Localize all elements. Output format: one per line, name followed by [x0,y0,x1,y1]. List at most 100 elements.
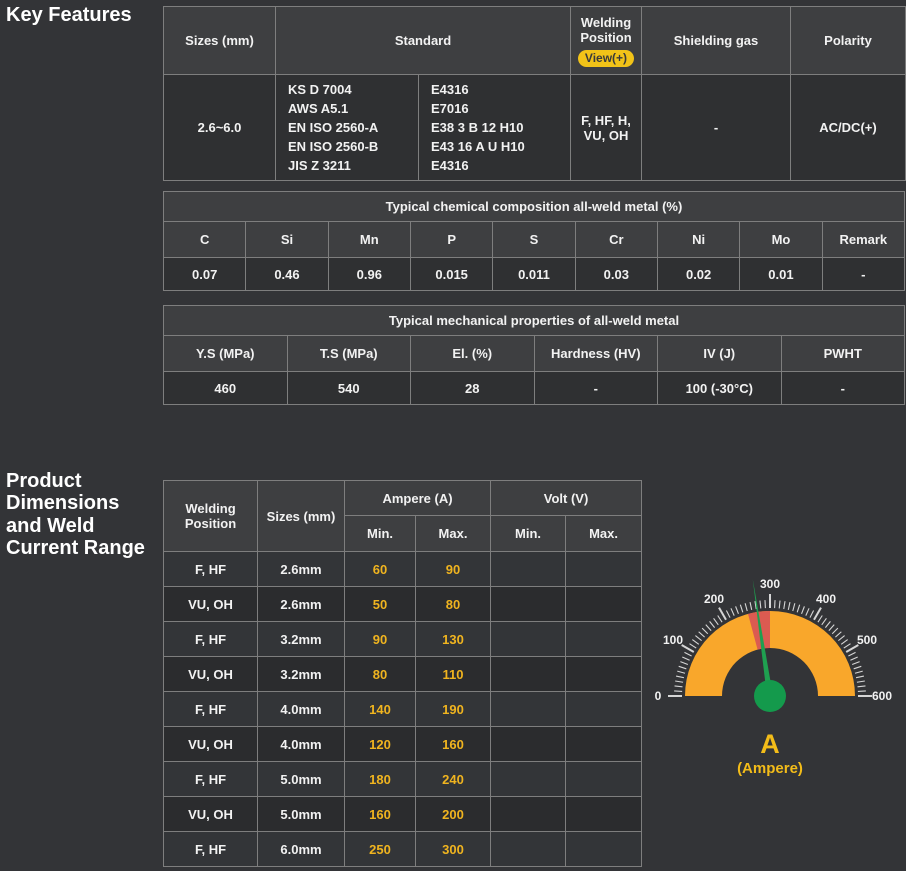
amp-min-cell: 140 [344,691,416,727]
col-remark: Remark [821,221,906,258]
svg-text:100: 100 [663,633,683,647]
col-volt-max: Max. [565,515,643,552]
volt-min-cell [490,796,567,832]
hardness-value: - [533,371,658,405]
amp-min-cell: 250 [344,831,416,867]
table-row: F, HF 3.2mm 90 130 [163,621,643,657]
volt-max-cell [565,586,643,622]
amp-min-cell: 90 [344,621,416,657]
col-standard: Standard [275,6,571,75]
amp-min-cell: 60 [344,551,416,587]
col-s: S [492,221,576,258]
volt-max-cell [565,656,643,692]
sizes-value: 2.6~6.0 [163,74,276,181]
weld-current-range-table: Welding Position Sizes (mm) Ampere (A) V… [163,480,643,867]
mechanical-table-title: Typical mechanical properties of all-wel… [163,305,905,336]
amp-max-cell: 300 [414,831,492,867]
position-cell: VU, OH [163,586,258,622]
ys-value: 460 [163,371,288,405]
welding-position-value: F, HF, H, VU, OH [570,74,642,181]
volt-min-cell [490,726,567,762]
col-ni: Ni [656,221,741,258]
size-cell: 6.0mm [257,831,345,867]
table-row: F, HF 5.0mm 180 240 [163,761,643,797]
s-value: 0.011 [492,257,576,291]
chemical-values-row: 0.07 0.46 0.96 0.015 0.011 0.03 0.02 0.0… [162,257,906,291]
col-hardness: Hardness (HV) [533,335,658,372]
standard-list-right: E4316 E7016 E38 3 B 12 H10 E43 16 A U H1… [418,74,571,181]
mechanical-values-row: 460 540 28 - 100 (-30°C) - [163,371,905,405]
mn-value: 0.96 [327,257,411,291]
table-row: VU, OH 5.0mm 160 200 [163,796,643,832]
mechanical-properties-table: Typical mechanical properties of all-wel… [163,305,905,405]
col-ys: Y.S (MPa) [163,335,288,372]
size-cell: 3.2mm [257,656,345,692]
col-mn: Mn [327,221,411,258]
col-volt-group: Volt (V) [490,480,643,516]
svg-text:0: 0 [655,689,662,703]
shielding-gas-value: - [641,74,791,181]
key-features-table: Sizes (mm) Standard Welding Position Vie… [163,6,906,181]
volt-max-cell [565,726,643,762]
position-cell: VU, OH [163,726,258,762]
volt-max-cell [565,831,643,867]
amp-max-cell: 160 [414,726,492,762]
chemical-composition-table: Typical chemical composition all-weld me… [162,191,906,291]
key-features-row: 2.6~6.0 KS D 7004 AWS A5.1 EN ISO 2560-A… [163,74,906,181]
col-c: C [162,221,247,258]
size-cell: 4.0mm [257,726,345,762]
table-row: F, HF 6.0mm 250 300 [163,831,643,867]
si-value: 0.46 [245,257,329,291]
position-cell: F, HF [163,621,258,657]
table-row: F, HF 4.0mm 140 190 [163,691,643,727]
col-el: El. (%) [410,335,535,372]
size-cell: 4.0mm [257,691,345,727]
volt-min-cell [490,621,567,657]
amp-max-cell: 240 [414,761,492,797]
pwht-value: - [780,371,905,405]
amp-min-cell: 80 [344,656,416,692]
position-cell: F, HF [163,691,258,727]
table-row: VU, OH 2.6mm 50 80 [163,586,643,622]
volt-min-cell [490,831,567,867]
key-features-heading: Key Features [6,4,132,26]
p-value: 0.015 [409,257,494,291]
svg-text:500: 500 [857,633,877,647]
volt-max-cell [565,761,643,797]
volt-max-cell [565,551,643,587]
col-polarity: Polarity [790,6,906,75]
col-pwht: PWHT [780,335,905,372]
amp-max-cell: 130 [414,621,492,657]
volt-min-cell [490,586,567,622]
ts-value: 540 [286,371,411,405]
remark-value: - [821,257,906,291]
col-volt-min: Min. [490,515,567,552]
amp-max-cell: 90 [414,551,492,587]
svg-text:600: 600 [872,689,892,703]
table-row: VU, OH 3.2mm 80 110 [163,656,643,692]
ampere-gauge: 0 100 200 300 400 500 600 [655,577,892,712]
amp-min-cell: 180 [344,761,416,797]
col-mo: Mo [739,221,823,258]
svg-text:300: 300 [760,577,780,591]
position-cell: F, HF [163,831,258,867]
col-ts: T.S (MPa) [286,335,411,372]
size-cell: 2.6mm [257,551,345,587]
volt-min-cell [490,761,567,797]
position-cell: F, HF [163,551,258,587]
view-button[interactable]: View(+) [577,49,635,67]
c-value: 0.07 [162,257,247,291]
gauge-unit-sublabel: (Ampere) [737,760,803,777]
col-ampere-group: Ampere (A) [343,480,492,516]
volt-min-cell [490,656,567,692]
table-row: VU, OH 4.0mm 120 160 [163,726,643,762]
amp-max-cell: 200 [414,796,492,832]
table-row: F, HF 2.6mm 60 90 [163,551,643,587]
welding-position-label: Welding Position [580,14,632,45]
amp-min-cell: 120 [344,726,416,762]
polarity-value: AC/DC(+) [790,74,906,181]
size-cell: 5.0mm [257,796,345,832]
position-cell: F, HF [163,761,258,797]
col-cr: Cr [574,221,658,258]
amp-max-cell: 80 [414,586,492,622]
